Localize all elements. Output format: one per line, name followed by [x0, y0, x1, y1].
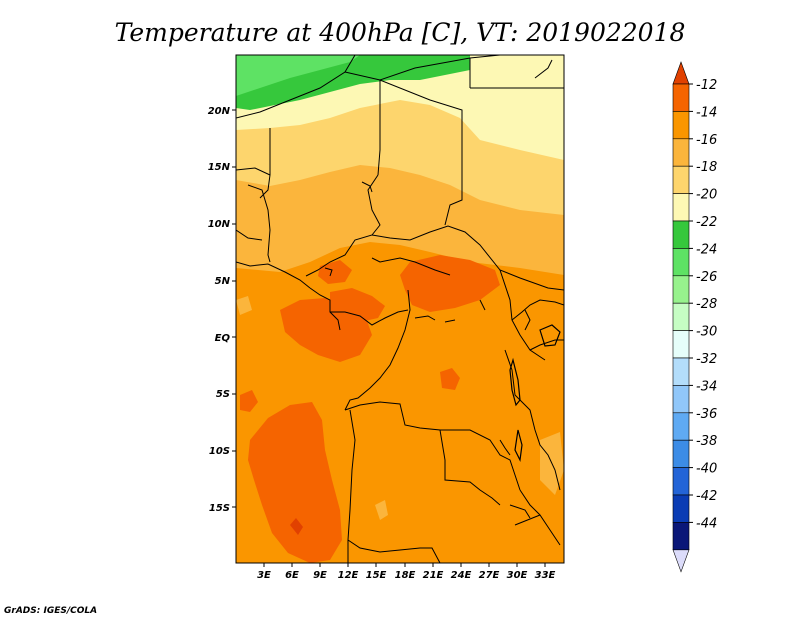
colorbar-swatch	[672, 494, 690, 523]
colorbar: -12 -14 -16 -18 -20 -22 -24 -26 -28 -30 -32 -34 -36 -…	[672, 61, 717, 573]
colorbar-label: -26	[696, 270, 717, 285]
lat-label: 10S	[209, 446, 230, 457]
colorbar-label: -14	[696, 105, 717, 120]
colorbar-swatch	[672, 385, 690, 414]
colorbar-label: -12	[696, 78, 717, 93]
map-title: Temperature at 400hPa [C], VT: 201902201…	[115, 18, 686, 47]
lon-label: 3E	[257, 570, 271, 581]
colorbar-swatch	[672, 439, 690, 468]
temperature-field	[236, 55, 564, 563]
lon-label: 6E	[285, 570, 299, 581]
colorbar-swatch	[672, 357, 690, 386]
lon-label: 15E	[366, 570, 387, 581]
colorbar-label: -34	[696, 379, 717, 394]
colorbar-swatch	[672, 275, 690, 304]
colorbar-swatch	[672, 193, 690, 222]
colorbar-swatch	[672, 248, 690, 277]
colorbar-swatch	[672, 302, 690, 331]
colorbar-label: -20	[696, 188, 717, 203]
colorbar-label: -42	[696, 489, 717, 504]
lon-label: 12E	[338, 570, 359, 581]
latitude-axis: 20N 15N 10N 5N EQ 5S 10S 15S	[208, 106, 236, 514]
lon-label: 18E	[395, 570, 416, 581]
colorbar-label: -24	[696, 242, 717, 257]
colorbar-swatch	[672, 138, 690, 167]
country-borders	[236, 55, 564, 563]
map-panel	[235, 54, 565, 564]
colorbar-label: -16	[696, 133, 717, 148]
longitude-axis: 3E 6E 9E 12E 15E 18E 21E 24E 27E 30E 33E	[257, 563, 556, 581]
credit-text: GrADS: IGES/COLA	[4, 606, 97, 616]
lat-label: 15S	[209, 503, 230, 514]
colorbar-label: -28	[696, 297, 717, 312]
colorbar-swatch	[672, 330, 690, 359]
lat-label: EQ	[215, 333, 231, 344]
colorbar-label: -30	[696, 325, 717, 340]
lon-label: 9E	[313, 570, 327, 581]
lat-label: 20N	[208, 106, 231, 117]
colorbar-label: -40	[696, 462, 717, 477]
lon-label: 27E	[479, 570, 500, 581]
colorbar-label: -44	[696, 516, 717, 531]
lon-label: 33E	[535, 570, 556, 581]
colorbar-lower-arrow	[672, 549, 690, 573]
colorbar-swatch	[672, 522, 690, 551]
colorbar-swatch	[672, 83, 690, 112]
lat-label: 5N	[215, 276, 231, 287]
colorbar-swatch	[672, 111, 690, 140]
colorbar-upper-arrow	[672, 61, 690, 85]
colorbar-swatch	[672, 467, 690, 496]
colorbar-label: -36	[696, 407, 717, 422]
lat-label: 15N	[208, 162, 231, 173]
colorbar-label: -38	[696, 434, 717, 449]
map-frame	[235, 54, 565, 564]
colorbar-label: -22	[696, 215, 717, 230]
colorbar-swatch	[672, 220, 690, 249]
lat-label: 10N	[208, 219, 231, 230]
lat-label: 5S	[216, 389, 230, 400]
colorbar-swatch	[672, 165, 690, 194]
lon-label: 24E	[451, 570, 472, 581]
lon-label: 21E	[423, 570, 444, 581]
lon-label: 30E	[507, 570, 528, 581]
colorbar-label: -32	[696, 352, 717, 367]
colorbar-label: -18	[696, 160, 717, 175]
colorbar-swatch	[672, 412, 690, 441]
